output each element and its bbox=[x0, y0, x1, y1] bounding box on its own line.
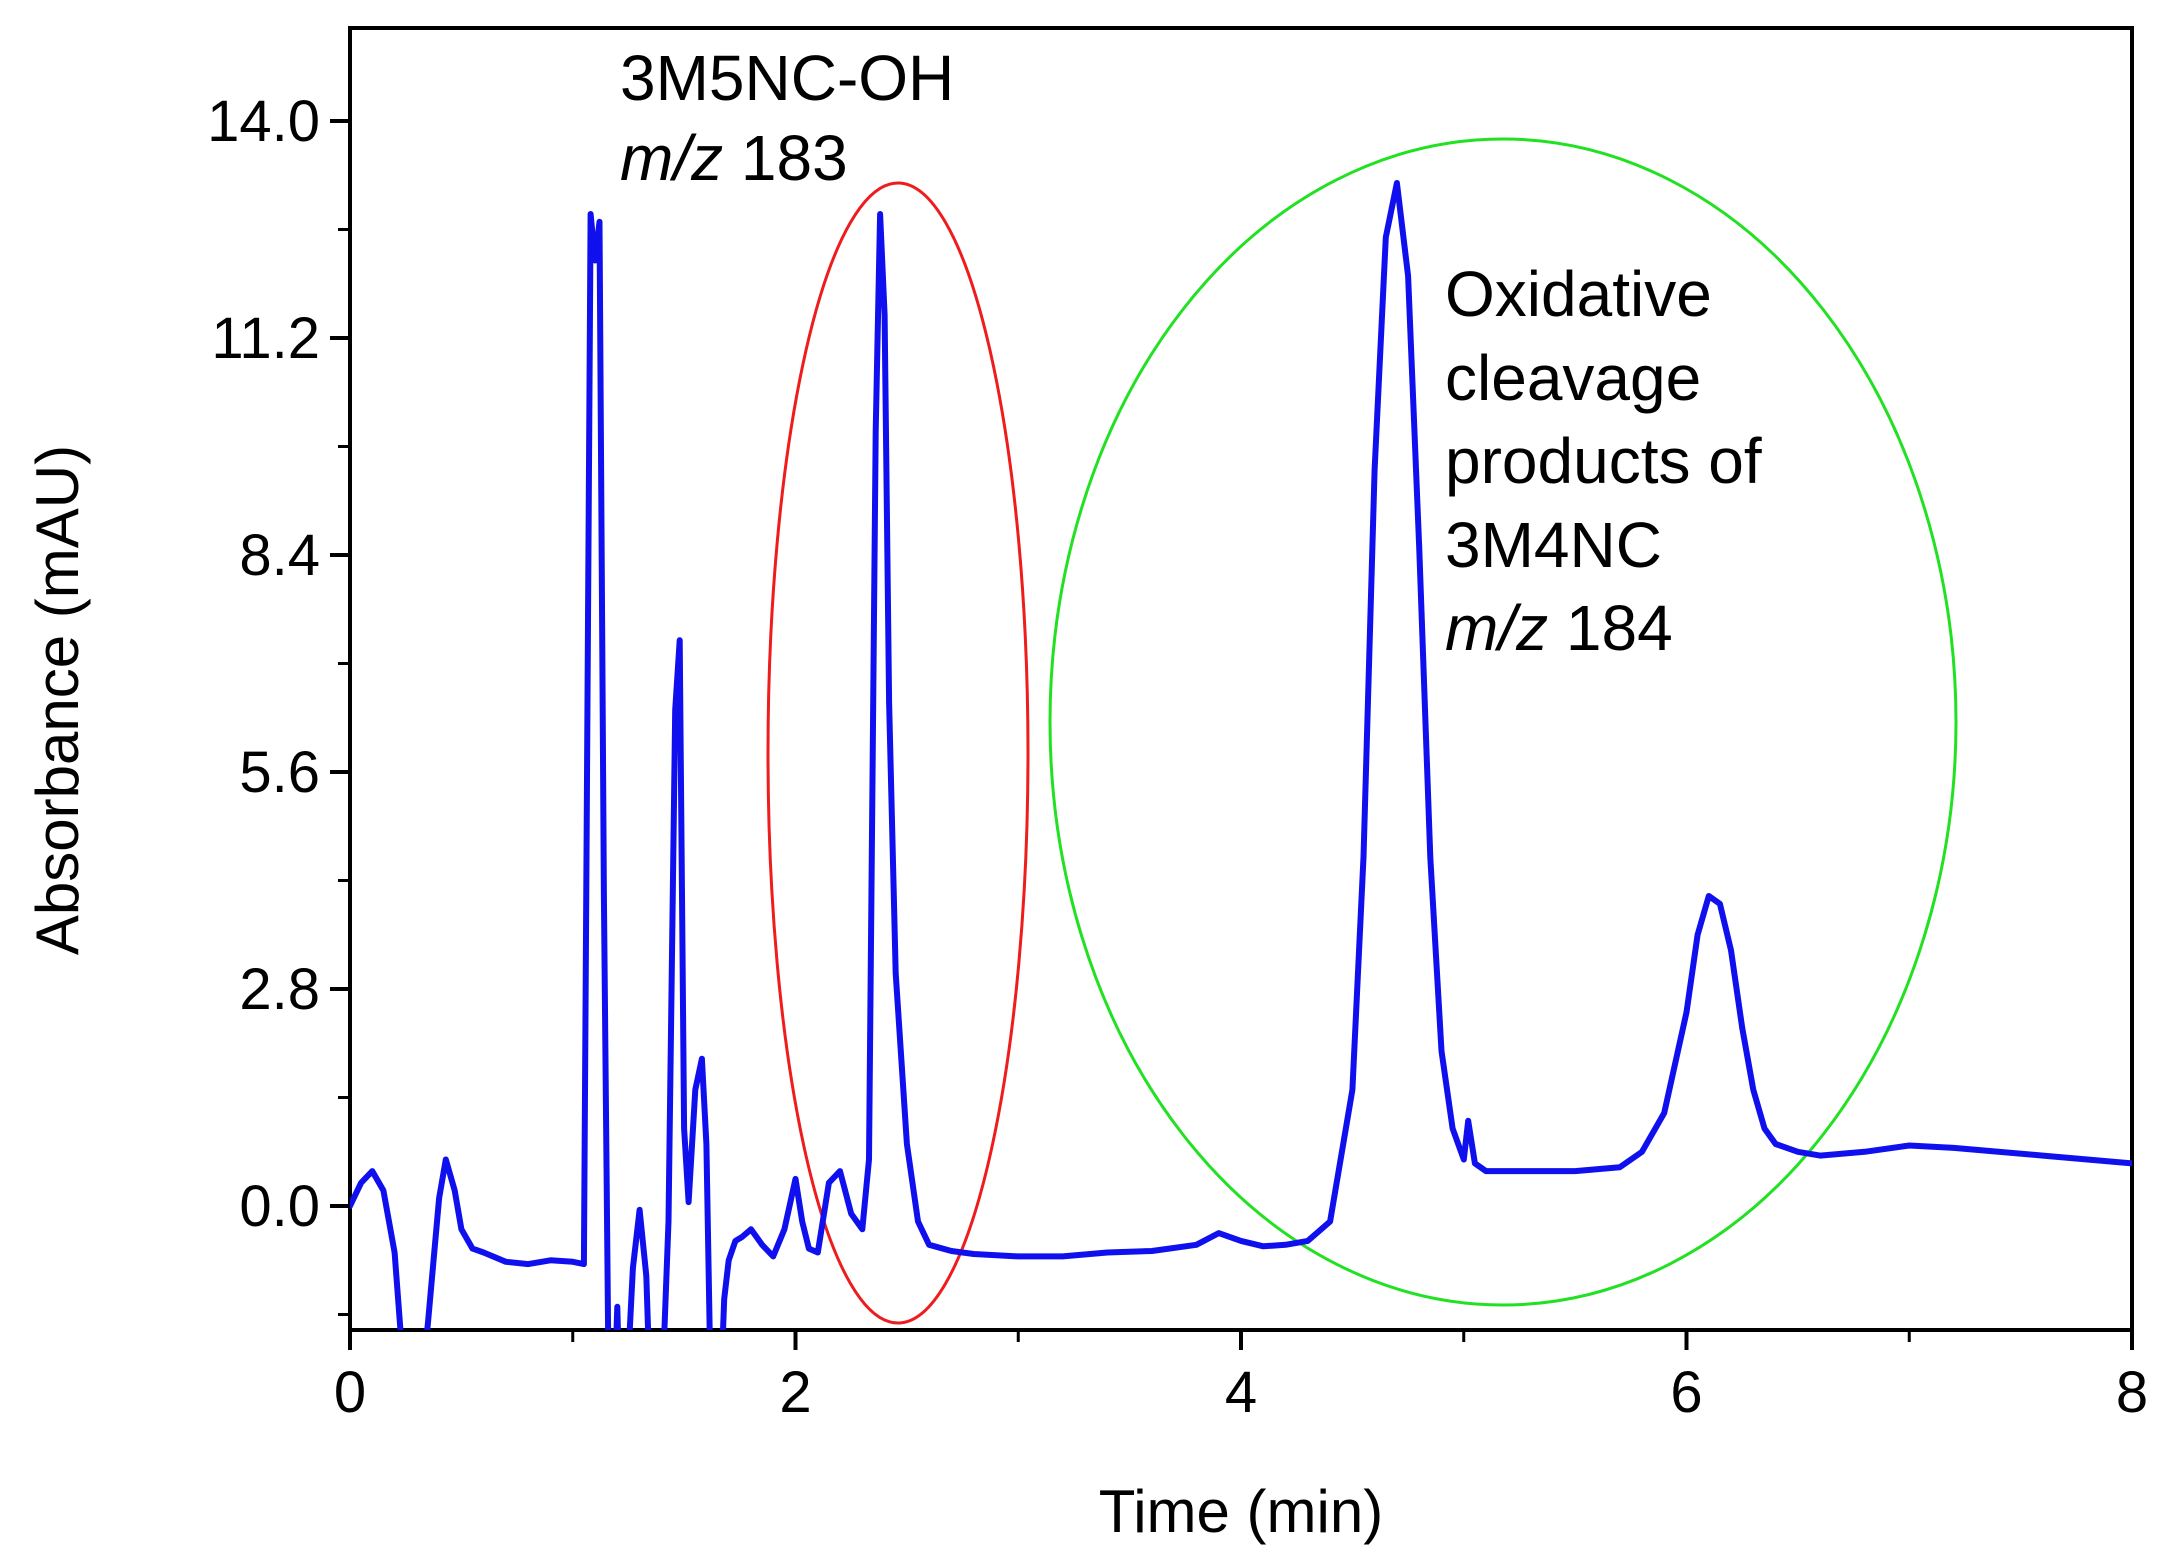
annotation-cleavage: cleavage bbox=[1445, 342, 1701, 414]
x-axis-tick-labels: 0 2 4 6 8 bbox=[334, 1360, 2148, 1425]
annotation-3m5nc-oh-mz: m/z 183 bbox=[620, 122, 848, 194]
y-axis-title: Absorbance (mAU) bbox=[24, 445, 91, 955]
x-tick-label: 2 bbox=[779, 1360, 811, 1425]
x-axis-ticks bbox=[348, 1330, 2134, 1350]
y-tick-label: 5.6 bbox=[239, 740, 320, 805]
x-axis-title: Time (min) bbox=[1099, 1478, 1383, 1545]
series-line-absorbance bbox=[350, 180, 2132, 1330]
y-tick-label: 11.2 bbox=[211, 306, 320, 371]
highlight-ellipse-red bbox=[766, 181, 1030, 1325]
x-tick-label: 8 bbox=[2116, 1360, 2148, 1425]
y-tick-label: 14.0 bbox=[207, 89, 320, 154]
annotation-oxidative: Oxidative bbox=[1445, 258, 1712, 330]
annotation-mz-italic: m/z bbox=[620, 122, 723, 194]
x-tick-label: 6 bbox=[1670, 1360, 1702, 1425]
plot-frame bbox=[348, 26, 2134, 1332]
x-tick-label: 4 bbox=[1225, 1360, 1257, 1425]
y-tick-label: 2.8 bbox=[239, 957, 320, 1022]
annotation-products-of: products of bbox=[1445, 425, 1762, 497]
y-tick-label: 0.0 bbox=[239, 1174, 320, 1239]
annotation-mz-value-2: 184 bbox=[1548, 592, 1673, 664]
annotation-3m4nc: 3M4NC bbox=[1445, 509, 1662, 581]
y-axis-tick-labels: 0.0 2.8 5.6 8.4 11.2 14.0 bbox=[207, 89, 320, 1239]
x-tick-label: 0 bbox=[334, 1360, 366, 1425]
annotation-3m5nc-oh: 3M5NC-OH bbox=[620, 42, 954, 114]
y-tick-label: 8.4 bbox=[239, 523, 320, 588]
annotation-mz-italic-2: m/z bbox=[1445, 592, 1548, 664]
annotation-mz-value: 183 bbox=[723, 122, 848, 194]
highlight-ellipse-green bbox=[1048, 137, 1958, 1307]
y-axis-ticks bbox=[330, 119, 350, 1316]
annotation-3m4nc-mz: m/z 184 bbox=[1445, 592, 1673, 664]
